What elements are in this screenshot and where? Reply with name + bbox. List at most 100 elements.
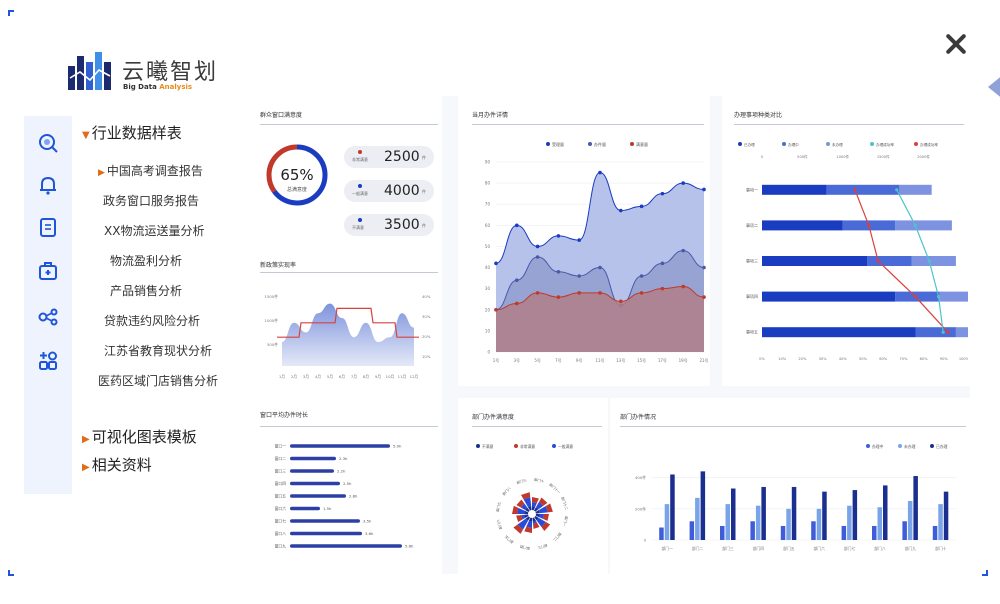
- y-tick-label: 30: [485, 286, 491, 291]
- point-受理量: [515, 223, 519, 228]
- stat-fairly-satisfied: 一般满意 4000 件: [344, 180, 434, 202]
- bar-办理中: [932, 525, 938, 540]
- bell-icon[interactable]: [37, 174, 59, 196]
- bar-已办理: [762, 184, 827, 195]
- legend-label: 非常满意: [520, 444, 535, 449]
- bar: [290, 469, 334, 473]
- dashboard-preview: 群众窗口满意度 65% 总满意度 非常满意 2500 件 一般满意 4000 件 不满意…: [246, 96, 970, 574]
- bar-已办理: [731, 488, 736, 540]
- category-label: 部门九: [516, 477, 528, 485]
- radial-segment: [532, 502, 537, 507]
- bar: [290, 456, 336, 461]
- y-tick-label: 20: [485, 307, 491, 312]
- menu-item-jiangsu-education[interactable]: 江苏省教育现状分析: [104, 344, 213, 358]
- category-label: 事项三: [746, 258, 758, 264]
- radial-segment: [516, 499, 525, 508]
- menu-item-loan-risk[interactable]: 贷款违约风险分析: [104, 314, 201, 328]
- data-label: 5.6h: [405, 544, 414, 549]
- x-tick-label: 13号: [616, 357, 625, 363]
- x-tick-label: 15号: [637, 357, 646, 363]
- menu-chart-templates[interactable]: ▶ 可视化图表模板: [82, 428, 197, 446]
- legend-dot: [476, 444, 480, 448]
- share-icon[interactable]: [37, 306, 59, 328]
- point-受理量: [681, 181, 685, 185]
- y-tick-label: 0: [487, 350, 490, 355]
- menu-item-logistics-volume[interactable]: XX物流运送量分析: [104, 224, 205, 238]
- deptsat-panel: 部门办件满意度 不满意 非常满意 一般满意 部门一 部门二 部门三 部门四 部门五 部门六 部门七…: [458, 398, 608, 574]
- x-tick-label: 11月: [398, 374, 407, 379]
- y-tick-label: 90: [485, 160, 491, 165]
- legend-label: 已办理: [936, 444, 948, 449]
- data-label: 2.2h: [337, 469, 346, 474]
- radial-segment: [532, 497, 539, 504]
- menu-related-materials[interactable]: ▶ 相关资料: [82, 456, 152, 474]
- point-办件量: [556, 269, 561, 274]
- x-tick-label: 部门十: [935, 546, 947, 551]
- legend-label: 办理中: [872, 444, 884, 449]
- point-办件量: [702, 265, 706, 270]
- bar-未办理: [938, 504, 943, 540]
- menu-industry-samples[interactable]: ▼ 行业数据样表: [82, 124, 182, 142]
- dept-title: 部门办件情况: [620, 414, 657, 421]
- radial-segment: [525, 507, 530, 512]
- menu-item-gov-window[interactable]: 政务窗口服务报告: [103, 194, 200, 208]
- point-满意量: [702, 295, 706, 299]
- rate-point: [853, 188, 857, 192]
- bar-已办理: [883, 485, 888, 540]
- bar-未办理: [816, 508, 822, 540]
- radial-segment: [524, 526, 532, 533]
- data-label: 5.0h: [393, 444, 402, 449]
- rate-point: [913, 223, 917, 227]
- legend-label: 受理量: [552, 141, 564, 147]
- satisfaction-center-label: 总满意度: [286, 187, 307, 193]
- point-办件量: [515, 278, 519, 283]
- x-tick-label: 1月: [279, 374, 285, 379]
- bar-未办理: [939, 291, 968, 302]
- toolbox-icon[interactable]: [37, 260, 59, 282]
- search-icon[interactable]: [37, 132, 59, 154]
- rate-point: [867, 223, 871, 227]
- bar-未办理: [664, 504, 670, 540]
- bottom-tick-label: 50%: [859, 357, 868, 361]
- point-受理量: [494, 261, 498, 266]
- radial-segment: [526, 521, 532, 528]
- bar: [290, 444, 390, 448]
- close-icon[interactable]: [940, 28, 972, 60]
- newrate-chart: 1500件 1000件 500件 40% 30% 20% 10% 1月 2月 3月 4月 5月 6月 7月…: [265, 294, 431, 379]
- area-满意量: [496, 286, 704, 352]
- menu-item-logistics-profit[interactable]: 物流盈利分析: [110, 254, 183, 268]
- menu-item-gaokao[interactable]: ▶ 中国高考调查报告: [98, 164, 203, 178]
- rate-point: [927, 259, 931, 263]
- x-tick-label: 部门三: [722, 546, 734, 551]
- x-tick-label: 7月: [351, 374, 357, 379]
- menu-item-pharmacy-sales[interactable]: 医药区域门店销售分析: [98, 374, 219, 388]
- top-tick-label: 0: [761, 155, 764, 159]
- radial-segment: [541, 522, 551, 531]
- data-label: 2.8h: [349, 494, 358, 499]
- category-label: 事项一: [746, 186, 758, 192]
- expand-tab-icon[interactable]: [988, 74, 1000, 100]
- caret-right-icon: ▶: [82, 434, 90, 445]
- category-label: 窗口五: [275, 494, 287, 499]
- point-受理量: [702, 187, 706, 192]
- category-label: 部门十一: [548, 482, 562, 495]
- point-办件量: [535, 255, 540, 259]
- clipboard-icon[interactable]: [37, 216, 59, 238]
- brand-logo: 云曦智划 Big Data Analysis: [66, 48, 226, 98]
- bottom-tick-label: 90%: [940, 357, 949, 361]
- legend-dot: [546, 142, 550, 146]
- category-label: 窗口六: [275, 506, 287, 511]
- category-label: 部门一: [562, 516, 569, 528]
- legend-label: 办件量: [594, 141, 606, 147]
- bar-已办理: [943, 491, 949, 540]
- menu-item-product-sales[interactable]: 产品销售分析: [110, 284, 183, 298]
- stat-very-satisfied: 非常满意 2500 件: [344, 146, 434, 168]
- radial-segment: [534, 507, 539, 512]
- stat-dot: [358, 218, 362, 222]
- x-tick-label: 4月: [315, 374, 321, 379]
- x-tick-label: 9月: [375, 374, 381, 379]
- bar-办理中: [867, 256, 912, 266]
- rate-point: [876, 259, 880, 263]
- point-满意量: [598, 291, 602, 295]
- apps-icon[interactable]: [37, 350, 59, 372]
